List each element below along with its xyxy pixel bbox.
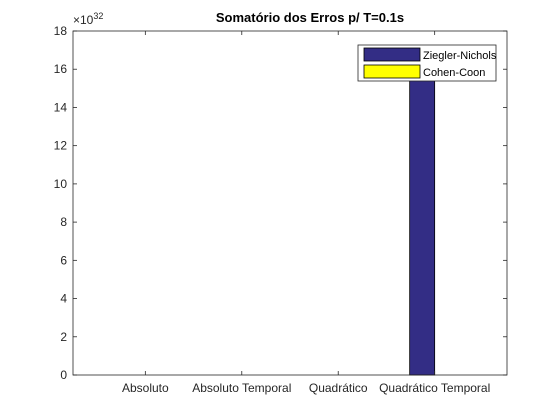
bar-ziegler-nichols-3 xyxy=(409,66,436,376)
legend: Ziegler-Nichols Cohen-Coon xyxy=(357,44,497,82)
legend-swatch-ziegler-nichols xyxy=(363,47,421,62)
y-tick-label: 10 xyxy=(54,177,68,191)
y-axis-exponent: ×1032 xyxy=(73,11,103,27)
x-ticks: Absoluto Absoluto Temporal Quadrático Quadr… xyxy=(122,31,490,395)
axes-area xyxy=(73,31,507,375)
x-tick-label: Absoluto xyxy=(122,381,169,395)
y-tick-label: 2 xyxy=(60,330,67,344)
axes-box xyxy=(72,30,508,376)
y-tick-label: 16 xyxy=(54,62,68,76)
y-tick-label: 14 xyxy=(54,100,68,114)
y-tick-label: 0 xyxy=(60,368,67,382)
y-tick-label: 18 xyxy=(54,24,68,38)
exponent-power: 32 xyxy=(93,11,103,21)
y-tick-label: 12 xyxy=(54,139,68,153)
legend-label-ziegler-nichols: Ziegler-Nichols xyxy=(423,50,497,62)
bars-layer xyxy=(409,66,436,376)
x-tick-label: Absoluto Temporal xyxy=(192,381,291,395)
x-tick-label: Quadrático xyxy=(309,381,368,395)
exponent-base: ×10 xyxy=(73,13,94,27)
chart-title: Somatório dos Erros p/ T=0.1s xyxy=(216,10,404,25)
x-tick-label: Quadrático Temporal xyxy=(379,381,490,395)
legend-label-cohen-coon: Cohen-Coon xyxy=(423,67,485,79)
y-tick-label: 8 xyxy=(60,215,67,229)
y-ticks: 0 2 4 6 8 10 12 14 16 18 xyxy=(54,24,507,382)
legend-swatch-cohen-coon xyxy=(363,64,421,79)
y-tick-label: 6 xyxy=(60,253,67,267)
y-tick-label: 4 xyxy=(60,292,67,306)
